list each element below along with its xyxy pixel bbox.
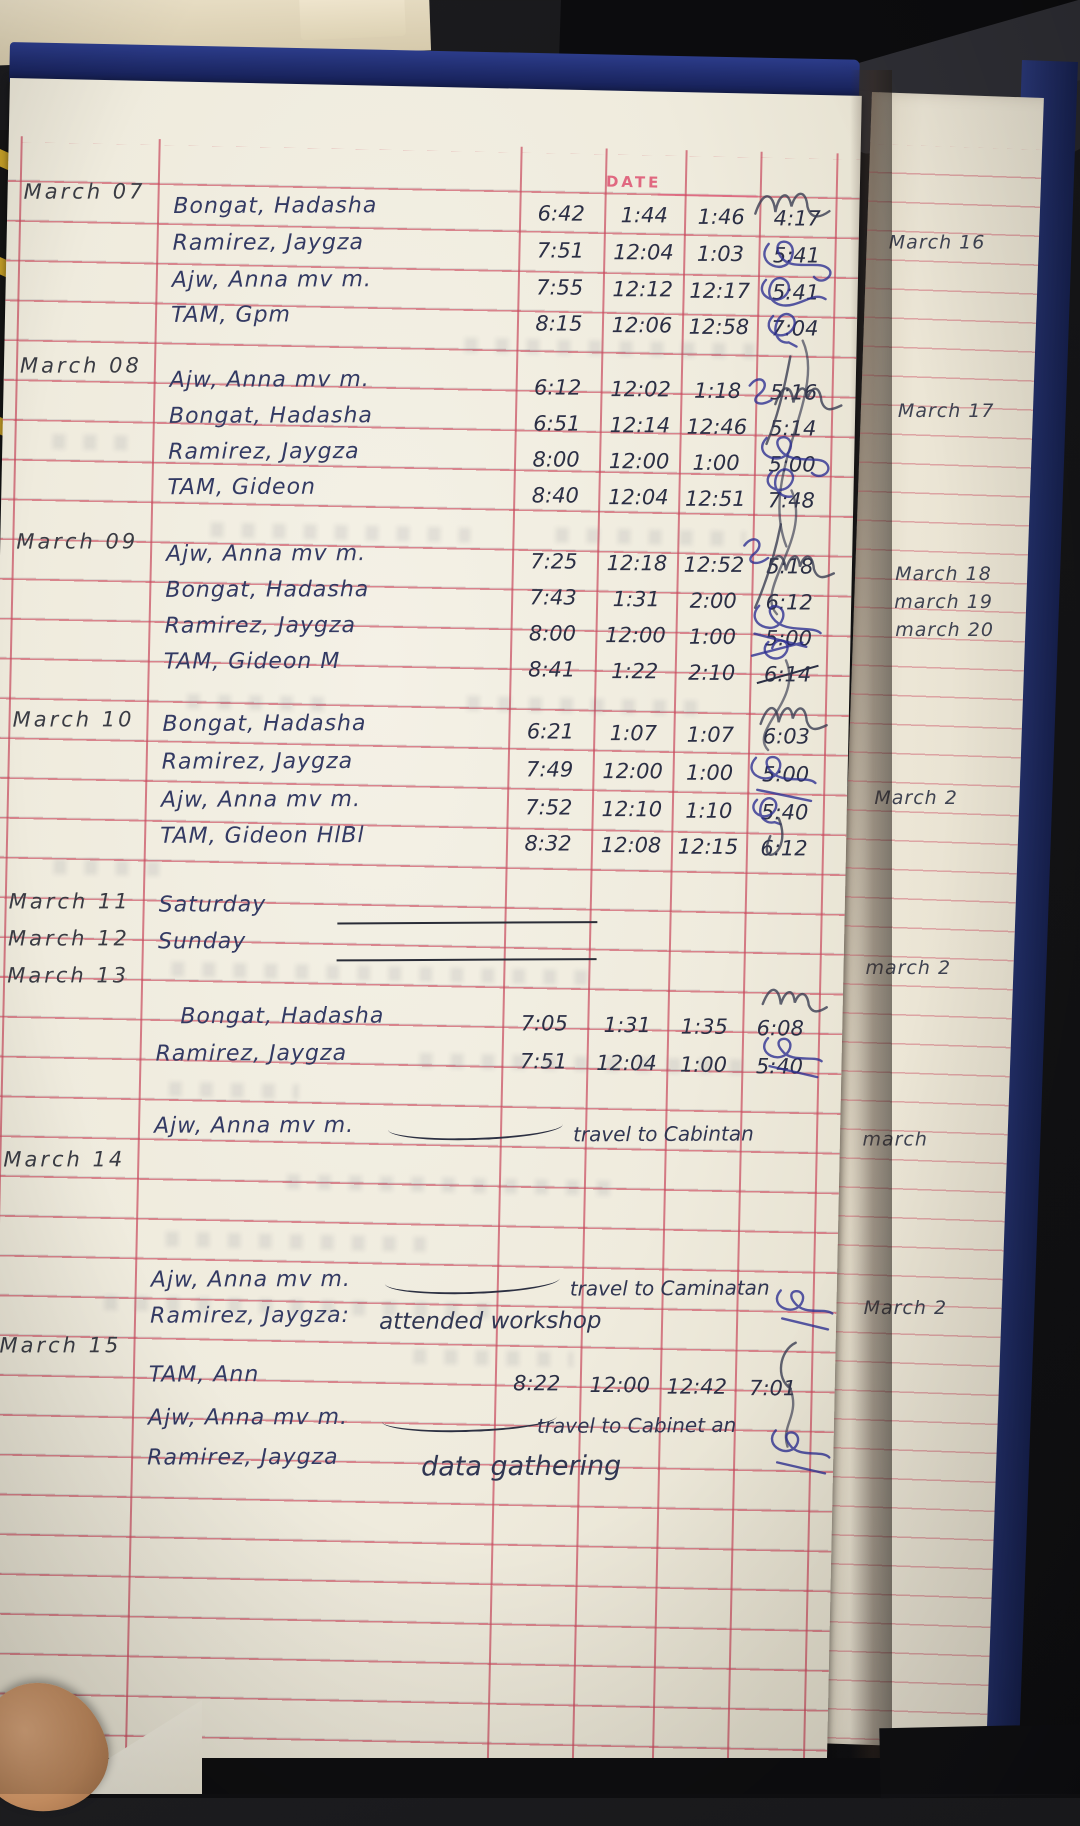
page-gutter-shadow xyxy=(850,70,892,1770)
main-page: DATE xyxy=(0,78,862,1776)
dark-floor-right xyxy=(879,1723,1080,1799)
next-page-date-label: march 19 xyxy=(894,590,993,613)
signatures-overlay xyxy=(743,192,843,1475)
next-page-date-label: March 18 xyxy=(895,562,992,585)
next-page-date-label: March 16 xyxy=(888,231,986,254)
next-page-date-label: march 20 xyxy=(895,618,994,641)
next-page-date-label: March 17 xyxy=(897,399,995,422)
beige-folder-tab xyxy=(299,0,406,41)
